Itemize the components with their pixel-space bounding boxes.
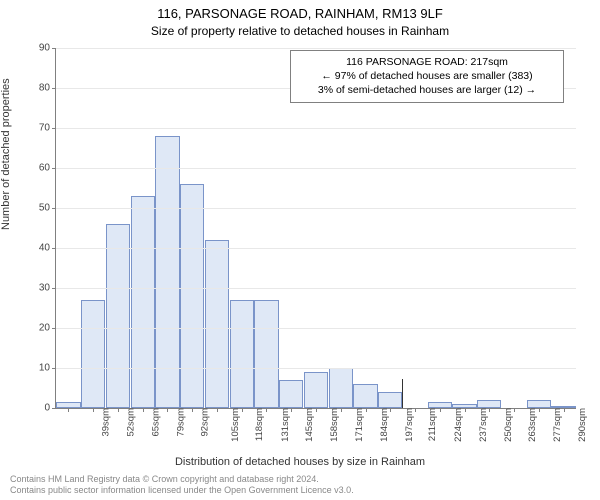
x-tick-label: 118sqm (254, 408, 265, 441)
grid-line (56, 128, 576, 129)
histogram-bar (254, 300, 278, 408)
annotation-line: 3% of semi-detached houses are larger (1… (297, 83, 557, 97)
grid-line (56, 48, 576, 49)
x-tick-label: 237sqm (478, 408, 489, 442)
x-tick-mark (167, 408, 168, 412)
histogram-bar (106, 224, 130, 408)
histogram-bar (81, 300, 105, 408)
y-tick-label: 40 (39, 243, 50, 254)
y-tick-mark (52, 128, 56, 129)
x-tick-mark (143, 408, 144, 412)
grid-line (56, 208, 576, 209)
x-tick-mark (291, 408, 292, 412)
x-tick-mark (93, 408, 94, 412)
y-tick-mark (52, 248, 56, 249)
y-tick-mark (52, 288, 56, 289)
x-tick-mark (564, 408, 565, 412)
x-tick-mark (341, 408, 342, 412)
x-tick-label: 39sqm (101, 408, 112, 437)
x-tick-label: 79sqm (175, 408, 186, 437)
chart-subtitle: Size of property relative to detached ho… (0, 24, 600, 38)
x-tick-label: 131sqm (280, 408, 291, 442)
annotation-box: 116 PARSONAGE ROAD: 217sqm ← 97% of deta… (290, 50, 564, 103)
grid-line (56, 368, 576, 369)
y-tick-mark (52, 48, 56, 49)
y-tick-label: 30 (39, 283, 50, 294)
x-tick-mark (118, 408, 119, 412)
y-tick-mark (52, 168, 56, 169)
y-tick-mark (52, 408, 56, 409)
y-tick-label: 80 (39, 83, 50, 94)
x-tick-mark (316, 408, 317, 412)
x-tick-mark (415, 408, 416, 412)
y-tick-mark (52, 208, 56, 209)
histogram-bar (527, 400, 551, 408)
y-tick-mark (52, 88, 56, 89)
x-tick-mark (366, 408, 367, 412)
histogram-bar (180, 184, 204, 408)
x-tick-mark (539, 408, 540, 412)
annotation-line: 116 PARSONAGE ROAD: 217sqm (297, 55, 557, 69)
property-marker-line (402, 379, 403, 408)
x-axis-label: Distribution of detached houses by size … (0, 456, 600, 468)
x-tick-label: 224sqm (453, 408, 464, 442)
y-tick-label: 0 (44, 403, 50, 414)
x-tick-mark (440, 408, 441, 412)
x-tick-mark (217, 408, 218, 412)
x-tick-label: 277sqm (552, 408, 563, 442)
x-tick-label: 171sqm (354, 408, 365, 442)
footer-line: Contains public sector information licen… (10, 485, 354, 496)
x-tick-label: 52sqm (126, 408, 137, 437)
histogram-bar (279, 380, 303, 408)
y-tick-label: 50 (39, 203, 50, 214)
histogram-bar (205, 240, 229, 408)
x-tick-mark (390, 408, 391, 412)
grid-line (56, 328, 576, 329)
y-tick-label: 10 (39, 363, 50, 374)
x-tick-mark (242, 408, 243, 412)
y-tick-mark (52, 368, 56, 369)
histogram-bar (304, 372, 328, 408)
x-tick-label: 92sqm (200, 408, 211, 437)
x-tick-mark (465, 408, 466, 412)
x-tick-label: 184sqm (379, 408, 390, 442)
x-tick-mark (514, 408, 515, 412)
histogram-bar (131, 196, 155, 408)
x-tick-label: 197sqm (403, 408, 414, 442)
y-tick-label: 70 (39, 123, 50, 134)
y-tick-mark (52, 328, 56, 329)
chart-title: 116, PARSONAGE ROAD, RAINHAM, RM13 9LF (0, 6, 600, 21)
histogram-bar (353, 384, 377, 408)
chart-container: 116, PARSONAGE ROAD, RAINHAM, RM13 9LF S… (0, 0, 600, 500)
x-tick-label: 211sqm (427, 408, 438, 441)
y-tick-label: 90 (39, 43, 50, 54)
footer-line: Contains HM Land Registry data © Crown c… (10, 474, 354, 485)
x-tick-label: 250sqm (502, 408, 513, 442)
x-tick-label: 158sqm (329, 408, 340, 442)
x-tick-mark (266, 408, 267, 412)
grid-line (56, 168, 576, 169)
x-tick-label: 65sqm (150, 408, 161, 437)
y-axis-label: Number of detached properties (0, 78, 12, 230)
grid-line (56, 288, 576, 289)
x-tick-label: 145sqm (304, 408, 315, 442)
x-tick-mark (192, 408, 193, 412)
y-tick-label: 20 (39, 323, 50, 334)
histogram-bar (329, 368, 353, 408)
x-tick-mark (489, 408, 490, 412)
y-tick-label: 60 (39, 163, 50, 174)
grid-line (56, 248, 576, 249)
x-tick-label: 263sqm (527, 408, 538, 442)
x-tick-label: 290sqm (577, 408, 588, 442)
annotation-line: ← 97% of detached houses are smaller (38… (297, 69, 557, 83)
histogram-bar (477, 400, 501, 408)
x-tick-mark (68, 408, 69, 412)
histogram-bar (230, 300, 254, 408)
footer-attribution: Contains HM Land Registry data © Crown c… (10, 474, 354, 497)
x-tick-label: 105sqm (230, 408, 241, 442)
histogram-bar (378, 392, 402, 408)
